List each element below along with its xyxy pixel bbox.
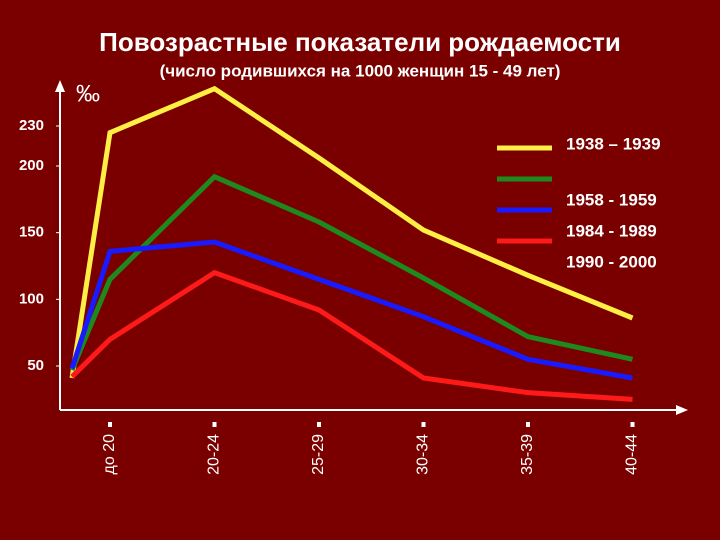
y-tick-label: 200: [19, 157, 44, 174]
y-axis-arrow: [55, 80, 65, 92]
legend-label: 1938 – 1939: [566, 134, 661, 153]
x-tick: [212, 422, 217, 427]
x-tick-label: 30-34: [415, 434, 432, 475]
x-tick-label: 35-39: [519, 434, 536, 475]
series-line: [70, 269, 633, 402]
series-line: [69, 239, 633, 381]
legend-label: 1958 - 1959: [566, 190, 657, 209]
x-tick: [526, 422, 530, 427]
y-tick-label: 100: [19, 290, 44, 307]
x-axis-arrow: [676, 405, 688, 415]
x-tick: [108, 422, 112, 427]
chart-subtitle: (число родившихся на 1000 женщин 15 - 49…: [160, 61, 561, 80]
x-tick: [630, 422, 635, 427]
series-line: [69, 85, 634, 379]
x-tick-label: 25-29: [310, 434, 327, 475]
y-tick-label: 230: [19, 117, 44, 134]
x-tick-label: 20-24: [206, 434, 223, 475]
y-tick-label: 150: [19, 224, 44, 241]
legend-label: 1990 - 2000: [566, 252, 657, 271]
chart-title: Повозрастные показатели рождаемости: [99, 27, 621, 57]
x-tick: [421, 422, 426, 427]
legend-label: 1984 - 1989: [566, 221, 657, 240]
y-tick-label: 50: [27, 357, 44, 374]
x-tick-label: 40-44: [624, 434, 641, 475]
y-axis-label: ‰: [76, 80, 100, 107]
x-tick-label: до 20: [101, 434, 118, 475]
x-tick: [317, 422, 321, 427]
series-line: [69, 173, 634, 371]
